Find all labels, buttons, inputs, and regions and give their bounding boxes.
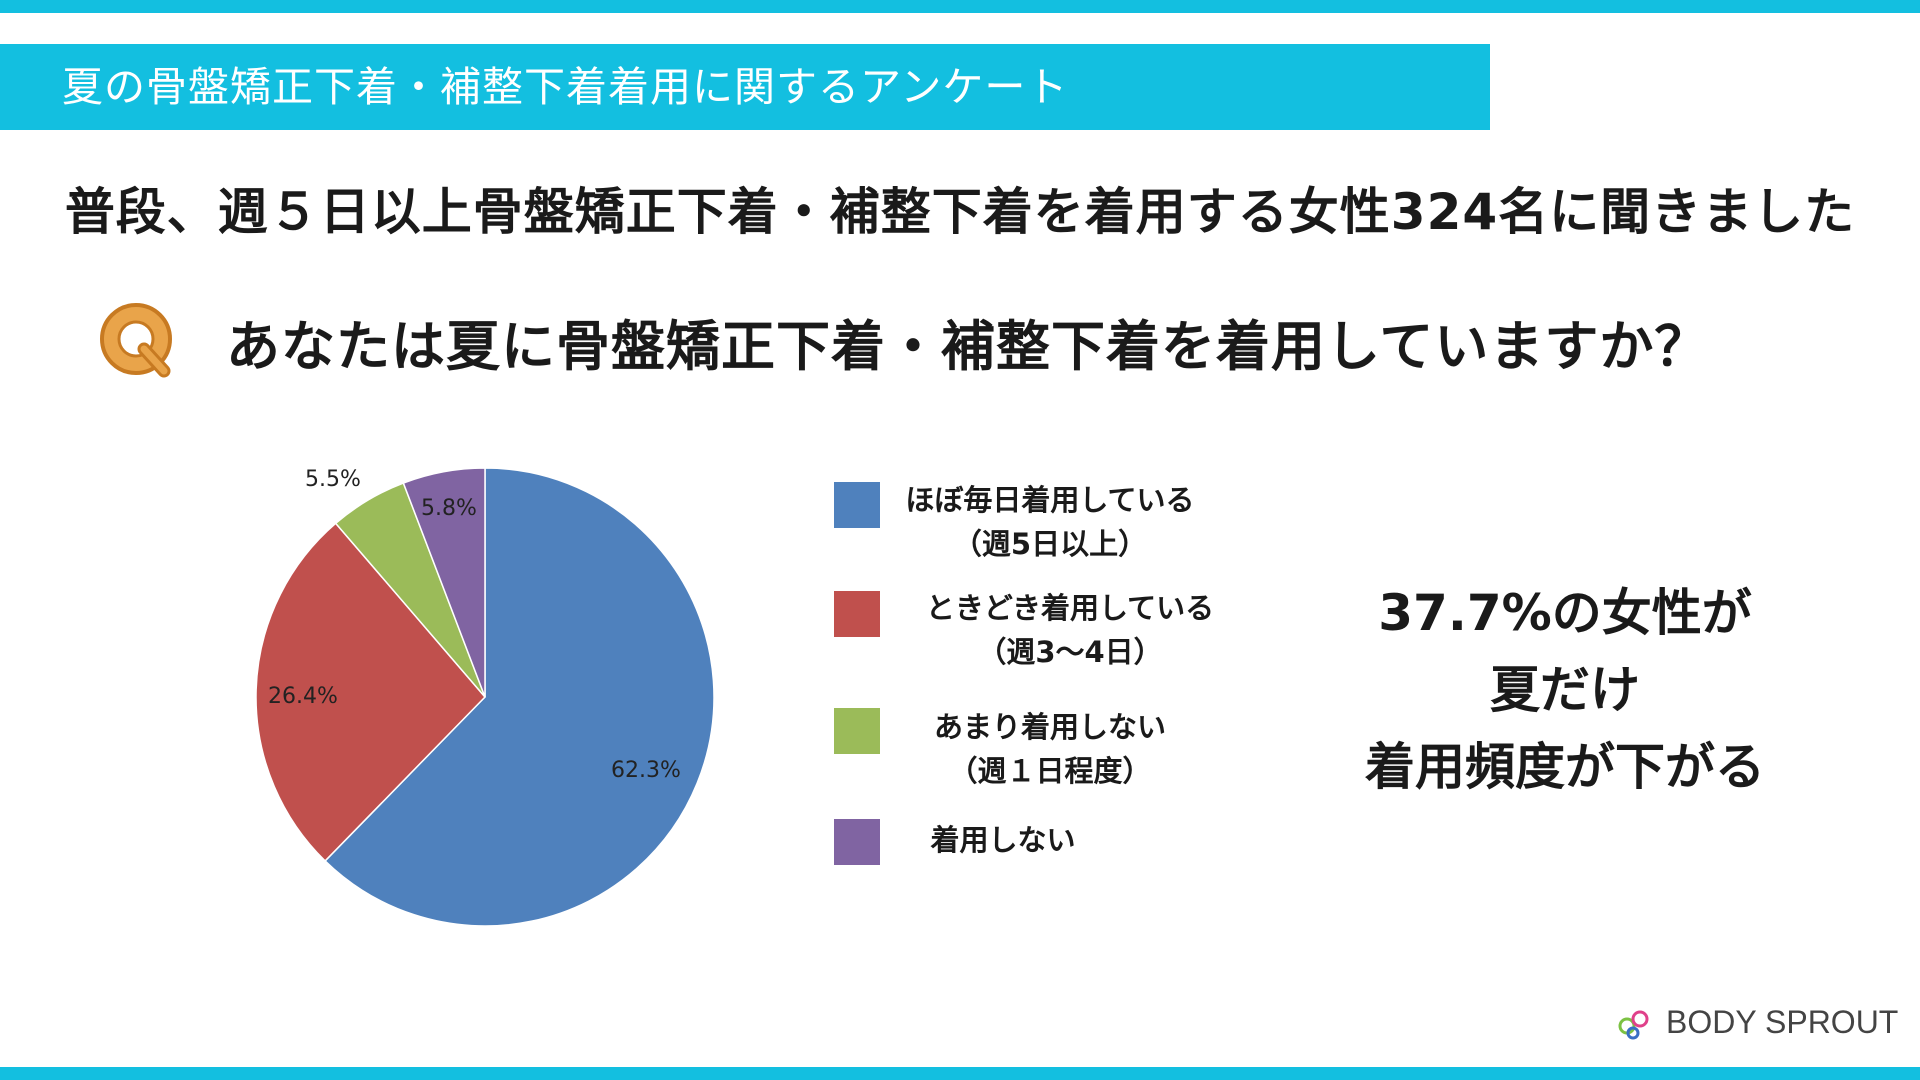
legend-swatch-3 bbox=[834, 819, 880, 865]
pie-label-3: 5.8% bbox=[421, 496, 477, 521]
pie-slice-1 bbox=[255, 522, 487, 863]
key-finding-line-2: 夏だけ bbox=[1490, 661, 1640, 719]
key-finding-line-1: 37.7%の女性が bbox=[1378, 584, 1752, 642]
pie-slice-0 bbox=[324, 467, 715, 927]
legend-swatch-0 bbox=[834, 482, 880, 528]
pie-label-2: 5.5% bbox=[305, 467, 361, 492]
key-finding: 37.7%の女性が 夏だけ 着用頻度が下がる bbox=[1310, 575, 1820, 806]
pie-label-0: 62.3% bbox=[611, 758, 681, 783]
legend-label-2: あまり着用しない （週１日程度） bbox=[933, 710, 1166, 788]
survey-subtitle: 普段、週５日以上骨盤矯正下着・補整下着を着用する女性324名に聞きました bbox=[64, 183, 1856, 241]
bottom-accent-stripe bbox=[0, 1067, 1920, 1080]
legend-label-1: ときどき着用している （週3～4日） bbox=[925, 591, 1215, 669]
q-badge-icon bbox=[100, 303, 172, 378]
legend-swatch-1 bbox=[834, 591, 880, 637]
page-title: 夏の骨盤矯正下着・補整下着着用に関するアンケート bbox=[62, 63, 1069, 111]
pie-slice-3 bbox=[402, 467, 486, 698]
top-accent-stripe bbox=[0, 0, 1920, 13]
legend-label-0: ほぼ毎日着用している （週5日以上） bbox=[905, 483, 1195, 561]
survey-question: あなたは夏に骨盤矯正下着・補整下着を着用していますか？ bbox=[226, 315, 1710, 378]
key-finding-line-3: 着用頻度が下がる bbox=[1365, 738, 1765, 796]
title-banner: 夏の骨盤矯正下着・補整下着着用に関するアンケート bbox=[0, 44, 1490, 130]
body-sprout-logo-icon bbox=[1618, 1010, 1649, 1040]
brand-name: BODY SPROUT bbox=[1666, 1004, 1899, 1040]
pie-label-1: 26.4% bbox=[268, 684, 338, 709]
legend-swatch-2 bbox=[834, 708, 880, 754]
legend-label-3: 着用しない bbox=[930, 823, 1076, 857]
